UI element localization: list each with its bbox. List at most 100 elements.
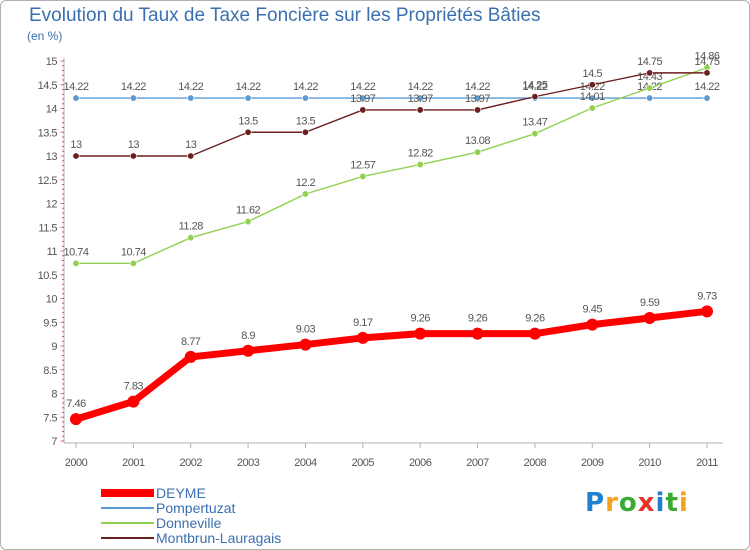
data-point — [70, 413, 82, 426]
y-tick-label: 9 — [51, 341, 57, 353]
data-label: 14.22 — [694, 81, 719, 93]
x-tick-label: 2008 — [524, 457, 547, 469]
data-point — [646, 69, 654, 77]
x-tick-label: 2011 — [696, 457, 718, 469]
data-label: 9.03 — [296, 324, 316, 336]
series-donneville: 10.74 10.7411.2811.6212.212.5712.8213.081… — [63, 51, 720, 267]
data-point — [129, 152, 137, 160]
data-point — [187, 94, 195, 102]
data-label: 14.25 — [522, 80, 547, 92]
x-tick-label: 2002 — [179, 457, 202, 469]
data-label: 13.5 — [296, 115, 316, 127]
data-point — [127, 395, 140, 408]
data-label: 14.86 — [694, 51, 719, 63]
data-point — [184, 350, 197, 363]
data-label: 14.22 — [293, 81, 318, 93]
data-point — [531, 130, 539, 138]
series-layer: 14.22 14.22 14.22 14.22 14.22 14.22 14.22 14.22… — [63, 51, 720, 426]
y-tick-label: 7 — [51, 436, 57, 448]
y-tick-label: 11 — [47, 246, 58, 258]
data-label: 9.26 — [410, 313, 430, 325]
data-point — [129, 94, 137, 102]
data-point — [299, 338, 312, 351]
y-ticks: 7 7.5 8 8.5 9 9.5 10 10.5 11 11.5 12 12.5 13 13.5 14 14… — [38, 56, 64, 448]
data-point — [416, 106, 424, 114]
data-label: 13.97 — [408, 93, 433, 105]
y-tick-label: 8 — [51, 389, 57, 401]
data-point — [703, 94, 711, 102]
y-tick-label: 10.5 — [38, 270, 58, 282]
x-tick-label: 2007 — [466, 457, 489, 469]
logo-letter: i — [655, 488, 666, 518]
legend-label: DEYME — [156, 485, 206, 501]
data-label: 13.97 — [350, 93, 375, 105]
y-tick-label: 11.5 — [38, 222, 57, 234]
data-point — [474, 148, 482, 156]
data-point — [187, 152, 195, 160]
data-point — [187, 234, 195, 242]
proxiti-logo: Proxiti — [585, 488, 689, 518]
data-point — [701, 305, 713, 318]
data-point — [244, 218, 252, 226]
y-tick-label: 10 — [46, 294, 58, 306]
data-label: 14.22 — [121, 81, 146, 93]
data-label: 9.59 — [640, 297, 660, 309]
data-label: 14.22 — [236, 81, 261, 93]
data-point — [72, 152, 80, 160]
data-point — [588, 104, 596, 112]
logo-letter: i — [678, 488, 689, 518]
series-montbrun-lauragais: 13 13 13 13.5 13.5 13.97 13.97 13.97 14.25 14.5 14… — [70, 56, 720, 160]
x-ticks: 2000 2001 2002 2003 2004 2005 2006 2007 2008 2009… — [65, 443, 719, 469]
data-point — [301, 190, 309, 198]
data-point — [646, 94, 654, 102]
data-label: 13.47 — [522, 117, 547, 129]
data-label: 12.82 — [408, 148, 433, 160]
data-label: 12.2 — [296, 177, 316, 189]
series-line — [72, 307, 711, 423]
y-tick-label: 9.5 — [43, 317, 57, 329]
data-point — [359, 172, 367, 180]
data-point — [359, 106, 367, 114]
data-label: 9.26 — [525, 313, 545, 325]
x-tick-label: 2006 — [409, 457, 432, 469]
legend: DEYMEPompertuzatDonnevilleMontbrun-Laura… — [101, 485, 281, 546]
data-label: 9.45 — [583, 304, 603, 316]
data-label: 14.5 — [583, 68, 603, 80]
data-label: 9.26 — [468, 313, 488, 325]
data-label: 13 — [128, 139, 140, 151]
data-point — [359, 94, 367, 102]
data-label: 14.75 — [694, 56, 719, 68]
y-tick-label: 13 — [46, 151, 58, 163]
data-label: 14.22 — [178, 81, 203, 93]
data-label: 11.62 — [236, 205, 261, 217]
data-point — [643, 311, 656, 324]
data-label: 14.75 — [637, 56, 662, 68]
data-label: 14.01 — [580, 91, 605, 103]
data-label: 9.73 — [697, 290, 717, 302]
logo-letter: o — [618, 488, 638, 518]
chart-title: Evolution du Taux de Taxe Foncière sur l… — [29, 5, 541, 26]
x-tick-label: 2005 — [352, 457, 375, 469]
data-point — [586, 318, 599, 331]
data-label: 7.46 — [66, 398, 86, 410]
data-label: 8.9 — [241, 330, 255, 342]
data-point — [244, 94, 252, 102]
y-tick-label: 12.5 — [38, 175, 58, 187]
legend-label: Pompertuzat — [156, 500, 235, 516]
data-label: 8.77 — [181, 336, 201, 348]
data-point — [72, 259, 80, 267]
x-tick-label: 2010 — [638, 457, 661, 469]
x-tick-label: 2009 — [581, 457, 604, 469]
data-label: 10.74 — [121, 246, 146, 258]
y-tick-label: 8.5 — [43, 365, 57, 377]
logo-letter: t — [665, 488, 679, 518]
data-point — [356, 331, 369, 344]
data-point — [474, 106, 482, 114]
data-point — [416, 94, 424, 102]
logo-letter: P — [585, 488, 606, 518]
data-label: 7.83 — [124, 381, 144, 393]
legend-label: Donneville — [156, 515, 222, 531]
data-label: 13 — [70, 139, 82, 151]
x-tick-label: 2001 — [122, 457, 145, 469]
